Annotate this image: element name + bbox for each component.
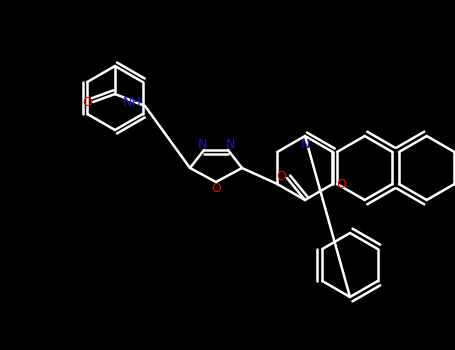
Text: O: O	[82, 96, 92, 108]
Text: N: N	[225, 138, 235, 150]
Text: O: O	[276, 169, 286, 182]
Text: NH: NH	[123, 96, 142, 108]
Text: O: O	[336, 177, 346, 190]
Text: N: N	[197, 138, 207, 150]
Text: O: O	[211, 182, 221, 196]
Text: N: N	[300, 138, 310, 150]
